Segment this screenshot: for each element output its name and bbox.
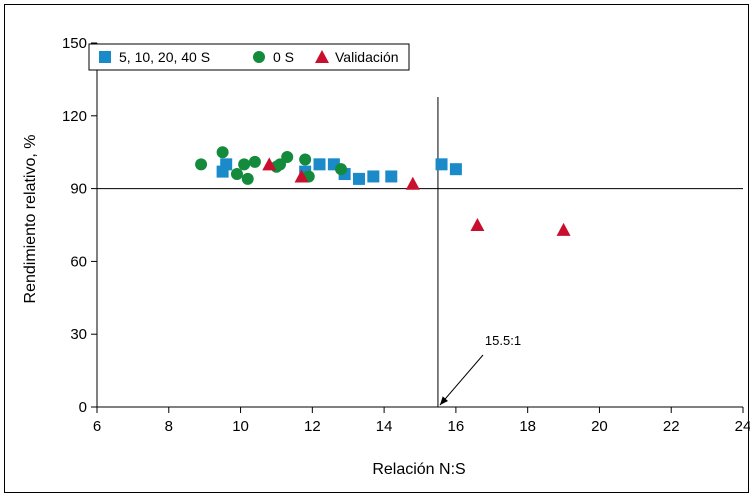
x-tick-label: 12 bbox=[304, 418, 321, 435]
x-tick-label: 18 bbox=[519, 418, 536, 435]
annotation-label: 15.5:1 bbox=[485, 333, 521, 348]
x-tick-label: 20 bbox=[591, 418, 608, 435]
data-point-circle bbox=[230, 168, 243, 181]
legend-marker-triangle bbox=[315, 50, 329, 63]
data-point-triangle bbox=[294, 169, 309, 183]
legend-box bbox=[88, 43, 410, 71]
legend-marker-square bbox=[99, 51, 111, 63]
data-points bbox=[195, 146, 571, 236]
data-point-square bbox=[367, 170, 380, 183]
data-point-triangle bbox=[262, 157, 277, 171]
legend-label: 0 S bbox=[273, 49, 294, 65]
y-tick-label: 60 bbox=[70, 253, 87, 270]
data-point-circle bbox=[281, 151, 294, 164]
data-point-circle bbox=[238, 158, 251, 171]
data-point-square bbox=[385, 170, 398, 183]
y-tick-label: 90 bbox=[70, 181, 87, 198]
data-point-triangle bbox=[556, 222, 571, 236]
data-point-circle bbox=[299, 153, 312, 166]
legend-label: 5, 10, 20, 40 S bbox=[119, 49, 210, 65]
data-point-circle bbox=[241, 172, 254, 185]
data-point-square bbox=[220, 158, 233, 171]
data-point-square bbox=[449, 163, 462, 176]
data-point-triangle bbox=[470, 218, 485, 231]
x-tick-label: 10 bbox=[232, 418, 249, 435]
y-tick-label: 120 bbox=[62, 108, 87, 125]
data-point-circle bbox=[335, 163, 348, 176]
x-tick-label: 16 bbox=[448, 418, 465, 435]
data-point-square bbox=[313, 158, 326, 171]
y-tick-label: 150 bbox=[62, 35, 87, 52]
chart-frame: 0 30 60 90 120 150 6 8 10 12 14 16 18 20 22 24 5, 10, 2… bbox=[4, 4, 751, 493]
x-tick-label: 6 bbox=[93, 418, 101, 435]
annotation: 15.5:1 bbox=[439, 333, 521, 406]
legend-label: Validación bbox=[335, 49, 399, 65]
x-tick-label: 24 bbox=[735, 418, 750, 435]
annotation-arrow-head bbox=[439, 396, 449, 405]
x-tick-label: 14 bbox=[376, 418, 393, 435]
data-point-square bbox=[352, 172, 365, 185]
reference-lines bbox=[97, 97, 743, 407]
annotation-arrow-shaft bbox=[439, 354, 484, 406]
y-tick-label: 30 bbox=[70, 326, 87, 343]
x-tick-label: 22 bbox=[663, 418, 680, 435]
legend: 5, 10, 20, 40 S 0 S Validación bbox=[88, 43, 410, 71]
x-axis-label: Relación N:S bbox=[372, 461, 465, 478]
data-point-square bbox=[435, 158, 448, 171]
legend-marker-circle bbox=[253, 51, 265, 63]
data-point-circle bbox=[195, 158, 208, 171]
data-point-circle bbox=[248, 155, 261, 168]
axes-layer: 0 30 60 90 120 150 6 8 10 12 14 16 18 20 22 24 bbox=[62, 35, 751, 435]
x-tick-label: 8 bbox=[165, 418, 173, 435]
y-tick-label: 0 bbox=[79, 399, 87, 416]
data-point-circle bbox=[216, 146, 229, 159]
scatter-chart: 0 30 60 90 120 150 6 8 10 12 14 16 18 20 22 24 5, 10, 2… bbox=[22, 35, 751, 478]
y-axis-label: Rendimiento relativo, % bbox=[22, 135, 39, 304]
data-point-triangle bbox=[405, 176, 420, 190]
